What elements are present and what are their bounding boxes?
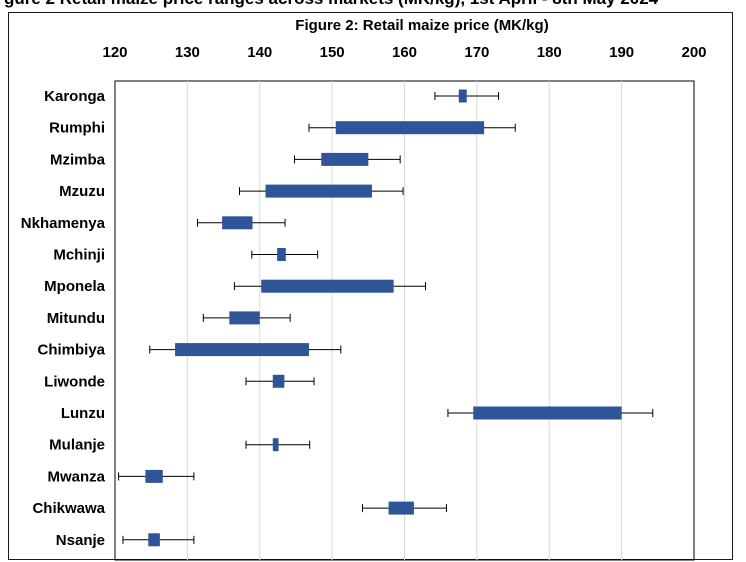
x-tick-label: 130 [175,44,200,61]
x-tick-label: 140 [247,44,272,61]
x-tick-label: 200 [681,44,706,61]
chart-rows: Karonga Rumphi Mzimba Mzuzu Nkhamenya Mchinji… [21,88,654,549]
price-range-bar [321,152,369,166]
market-label: Nkhamenya [21,215,106,232]
price-range-bar [222,216,253,230]
market-row: Chikwawa [32,500,447,517]
price-range-bar [388,501,414,515]
x-tick-label: 120 [102,44,127,61]
x-axis-tick-labels: 120 130 140 150 160 170 180 190 200 [102,44,706,61]
price-range-bar [458,89,467,103]
price-range-bar [229,311,260,325]
market-row: Mulanje [49,437,311,454]
market-label: Rumphi [49,120,105,137]
market-label: Chimbiya [37,342,105,359]
market-row: Lunzu [61,405,654,422]
market-label: Nsanje [56,532,105,549]
market-label: Mwanza [47,468,105,485]
market-row: Nsanje [56,532,195,549]
caption-text: gure 2 Retail maize price ranges across … [4,0,658,9]
market-label: Mitundu [47,310,105,327]
market-label: Mzimba [50,151,106,168]
price-range-bar [265,184,372,198]
market-label: Mulanje [49,437,105,454]
price-range-bar [335,121,485,135]
price-range-bar [272,374,285,388]
market-row: Nkhamenya [21,215,286,232]
market-row: Mitundu [47,310,291,327]
price-range-bar [148,533,160,547]
price-range-bar [261,279,394,293]
market-label: Karonga [44,88,106,105]
price-range-bar [145,469,163,483]
market-label: Liwonde [44,373,105,390]
market-label: Mzuzu [59,183,105,200]
x-tick-label: 160 [392,44,417,61]
x-tick-label: 190 [609,44,634,61]
market-row: Rumphi [49,120,516,137]
market-label: Lunzu [61,405,105,422]
x-tick-label: 180 [537,44,562,61]
market-row: Karonga [44,88,500,105]
price-range-bar [272,438,279,452]
price-range-bar [175,343,309,357]
market-row: Mchinji [53,247,319,264]
market-row: Mponela [44,278,426,295]
market-row: Chimbiya [37,342,342,359]
gridlines [186,81,623,560]
market-label: Mchinji [53,247,105,264]
market-row: Mzimba [50,151,401,168]
market-label: Mponela [44,278,105,295]
market-row: Mzuzu [59,183,404,200]
chart-title: Figure 2: Retail maize price (MK/kg) [295,17,548,34]
price-range-bar [473,406,622,420]
price-range-bar [277,248,286,261]
figure-caption-clipped: gure 2 Retail maize price ranges across … [0,0,746,10]
market-row: Liwonde [44,373,315,390]
market-row: Mwanza [47,468,195,485]
market-label: Chikwawa [32,500,105,517]
x-tick-label: 150 [320,44,345,61]
x-tick-label: 170 [464,44,489,61]
